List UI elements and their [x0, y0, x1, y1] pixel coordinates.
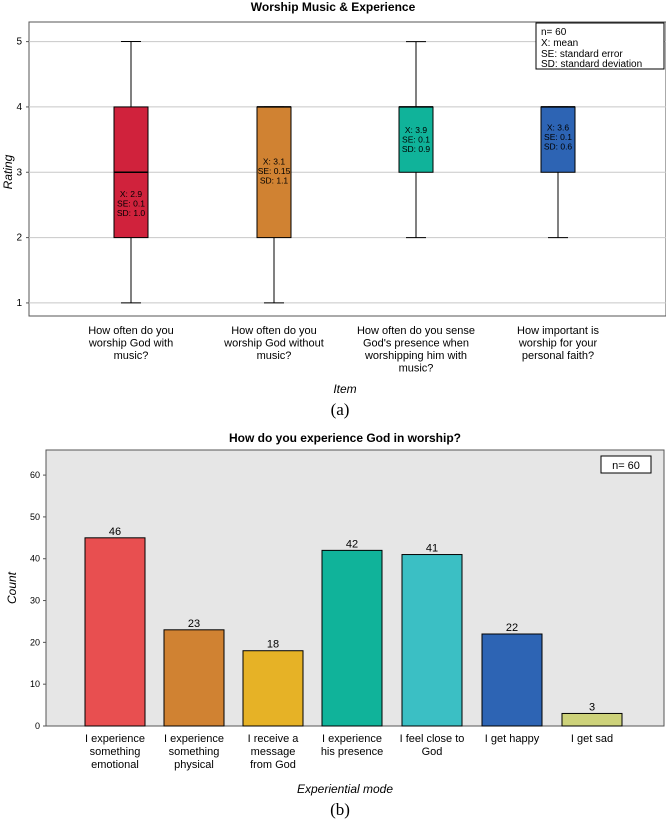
legend-entry: n= 60: [541, 27, 567, 38]
x-tick-label: something: [90, 746, 141, 758]
legend-entry: n= 60: [612, 460, 640, 472]
bar-value-label: 23: [188, 618, 200, 630]
box-stat-label: SE: 0.1: [544, 132, 572, 142]
box-1: X: 2.9SE: 0.1SD: 1.0: [113, 41, 149, 304]
bar-chart: How do you experience God in worship? 0 1…: [5, 431, 665, 819]
y-tick-label: 3: [16, 167, 22, 178]
chart-title: How do you experience God in worship?: [229, 431, 461, 445]
legend: n= 60 X: mean SE: standard error SD: sta…: [535, 22, 665, 70]
x-tick-label: message: [251, 746, 296, 758]
bar-value-label: 18: [267, 639, 279, 651]
legend-entry: X: mean: [541, 38, 578, 49]
legend-box: [535, 22, 665, 70]
box-stat-label: SD: 1.1: [260, 175, 289, 185]
bar: [321, 549, 383, 727]
bar-value-label: 3: [589, 701, 595, 713]
x-tick-label: I get sad: [571, 733, 613, 745]
y-tick-label: 50: [30, 512, 40, 522]
box-body: [398, 106, 434, 173]
legend-entry: SD: standard deviation: [541, 59, 642, 70]
x-tick-label: worship God with: [88, 338, 173, 350]
y-tick-label: 40: [30, 554, 40, 564]
x-tick-label: How important is: [517, 325, 599, 337]
x-tick-label: I experience: [322, 733, 382, 745]
x-tick-label: I experience: [164, 733, 224, 745]
x-tick-label: worship God without: [223, 338, 324, 350]
bar: [401, 554, 463, 727]
legend-entry: SE: standard error: [541, 49, 623, 60]
box-stat-label: SE: 0.1: [117, 198, 145, 208]
y-tick-label: 10: [30, 679, 40, 689]
caption-b: (b): [330, 800, 350, 819]
x-tick-label: music?: [257, 350, 292, 362]
box-stat-label: SE: 0.15: [258, 166, 291, 176]
box-stat-label: SD: 0.9: [402, 144, 431, 154]
x-axis-label: Item: [333, 382, 356, 396]
y-tick-labels: 1 2 3 4 5: [16, 37, 29, 309]
x-tick-label: How often do you: [231, 325, 317, 337]
x-tick-label: from God: [250, 759, 296, 771]
bar: [561, 712, 623, 727]
box-stat-label: X: 3.1: [263, 156, 285, 166]
box-body: [540, 106, 576, 173]
bar-value-label: 46: [109, 526, 121, 538]
box-stat-label: SD: 0.6: [544, 141, 573, 151]
bar: [163, 629, 225, 727]
x-tick-label: worshipping him with: [364, 350, 467, 362]
y-tick-label: 0: [35, 721, 40, 731]
y-tick-label: 4: [16, 102, 22, 113]
x-tick-label: physical: [174, 759, 214, 771]
legend: n= 60: [600, 455, 652, 474]
bar: [84, 537, 146, 727]
bar-value-label: 41: [426, 543, 438, 555]
y-axis-label: Rating: [1, 154, 15, 189]
y-tick-label: 60: [30, 470, 40, 480]
box-body: [256, 106, 292, 239]
y-tick-label: 20: [30, 637, 40, 647]
x-tick-label: I feel close to: [400, 733, 465, 745]
y-tick-labels: 0 10 20 30 40 50 60: [30, 470, 46, 731]
y-tick-label: 5: [16, 37, 22, 48]
x-tick-label: God's presence when: [363, 338, 469, 350]
x-tick-label: music?: [399, 363, 434, 375]
bar: [242, 650, 304, 727]
x-tick-label: personal faith?: [522, 350, 594, 362]
bar: [481, 633, 543, 727]
legend-box: [600, 455, 652, 474]
y-tick-label: 1: [16, 298, 22, 309]
box-stat-label: X: 3.9: [405, 125, 427, 135]
box-3: X: 3.9SE: 0.1SD: 0.9: [398, 41, 434, 239]
bars: 46 23 18 42 41 22 3: [84, 526, 623, 727]
x-tick-label: How often do you: [88, 325, 174, 337]
x-tick-label: I receive a: [248, 733, 300, 745]
bar-value-label: 42: [346, 538, 358, 550]
x-tick-label: God: [422, 746, 443, 758]
box-stat-label: SD: 1.0: [117, 208, 146, 218]
chart-title: Worship Music & Experience: [251, 0, 416, 14]
x-tick-label: I experience: [85, 733, 145, 745]
x-tick-label: his presence: [321, 746, 383, 758]
x-tick-label: something: [169, 746, 220, 758]
x-tick-label: music?: [114, 350, 149, 362]
bar-value-label: 22: [506, 622, 518, 634]
box-4: X: 3.6SE: 0.1SD: 0.6: [540, 106, 576, 239]
y-tick-label: 30: [30, 596, 40, 606]
caption-a: (a): [331, 400, 350, 419]
box-stat-label: SE: 0.1: [402, 134, 430, 144]
x-tick-label: How often do you sense: [357, 325, 475, 337]
x-tick-label: emotional: [91, 759, 139, 771]
x-tick-label: worship for your: [518, 338, 598, 350]
x-tick-label: I get happy: [485, 733, 540, 745]
y-tick-label: 2: [16, 233, 22, 244]
x-axis-label: Experiential mode: [297, 782, 393, 796]
box-stat-label: X: 2.9: [120, 189, 142, 199]
box-stat-label: X: 3.6: [547, 122, 569, 132]
y-axis-label: Count: [5, 571, 19, 604]
